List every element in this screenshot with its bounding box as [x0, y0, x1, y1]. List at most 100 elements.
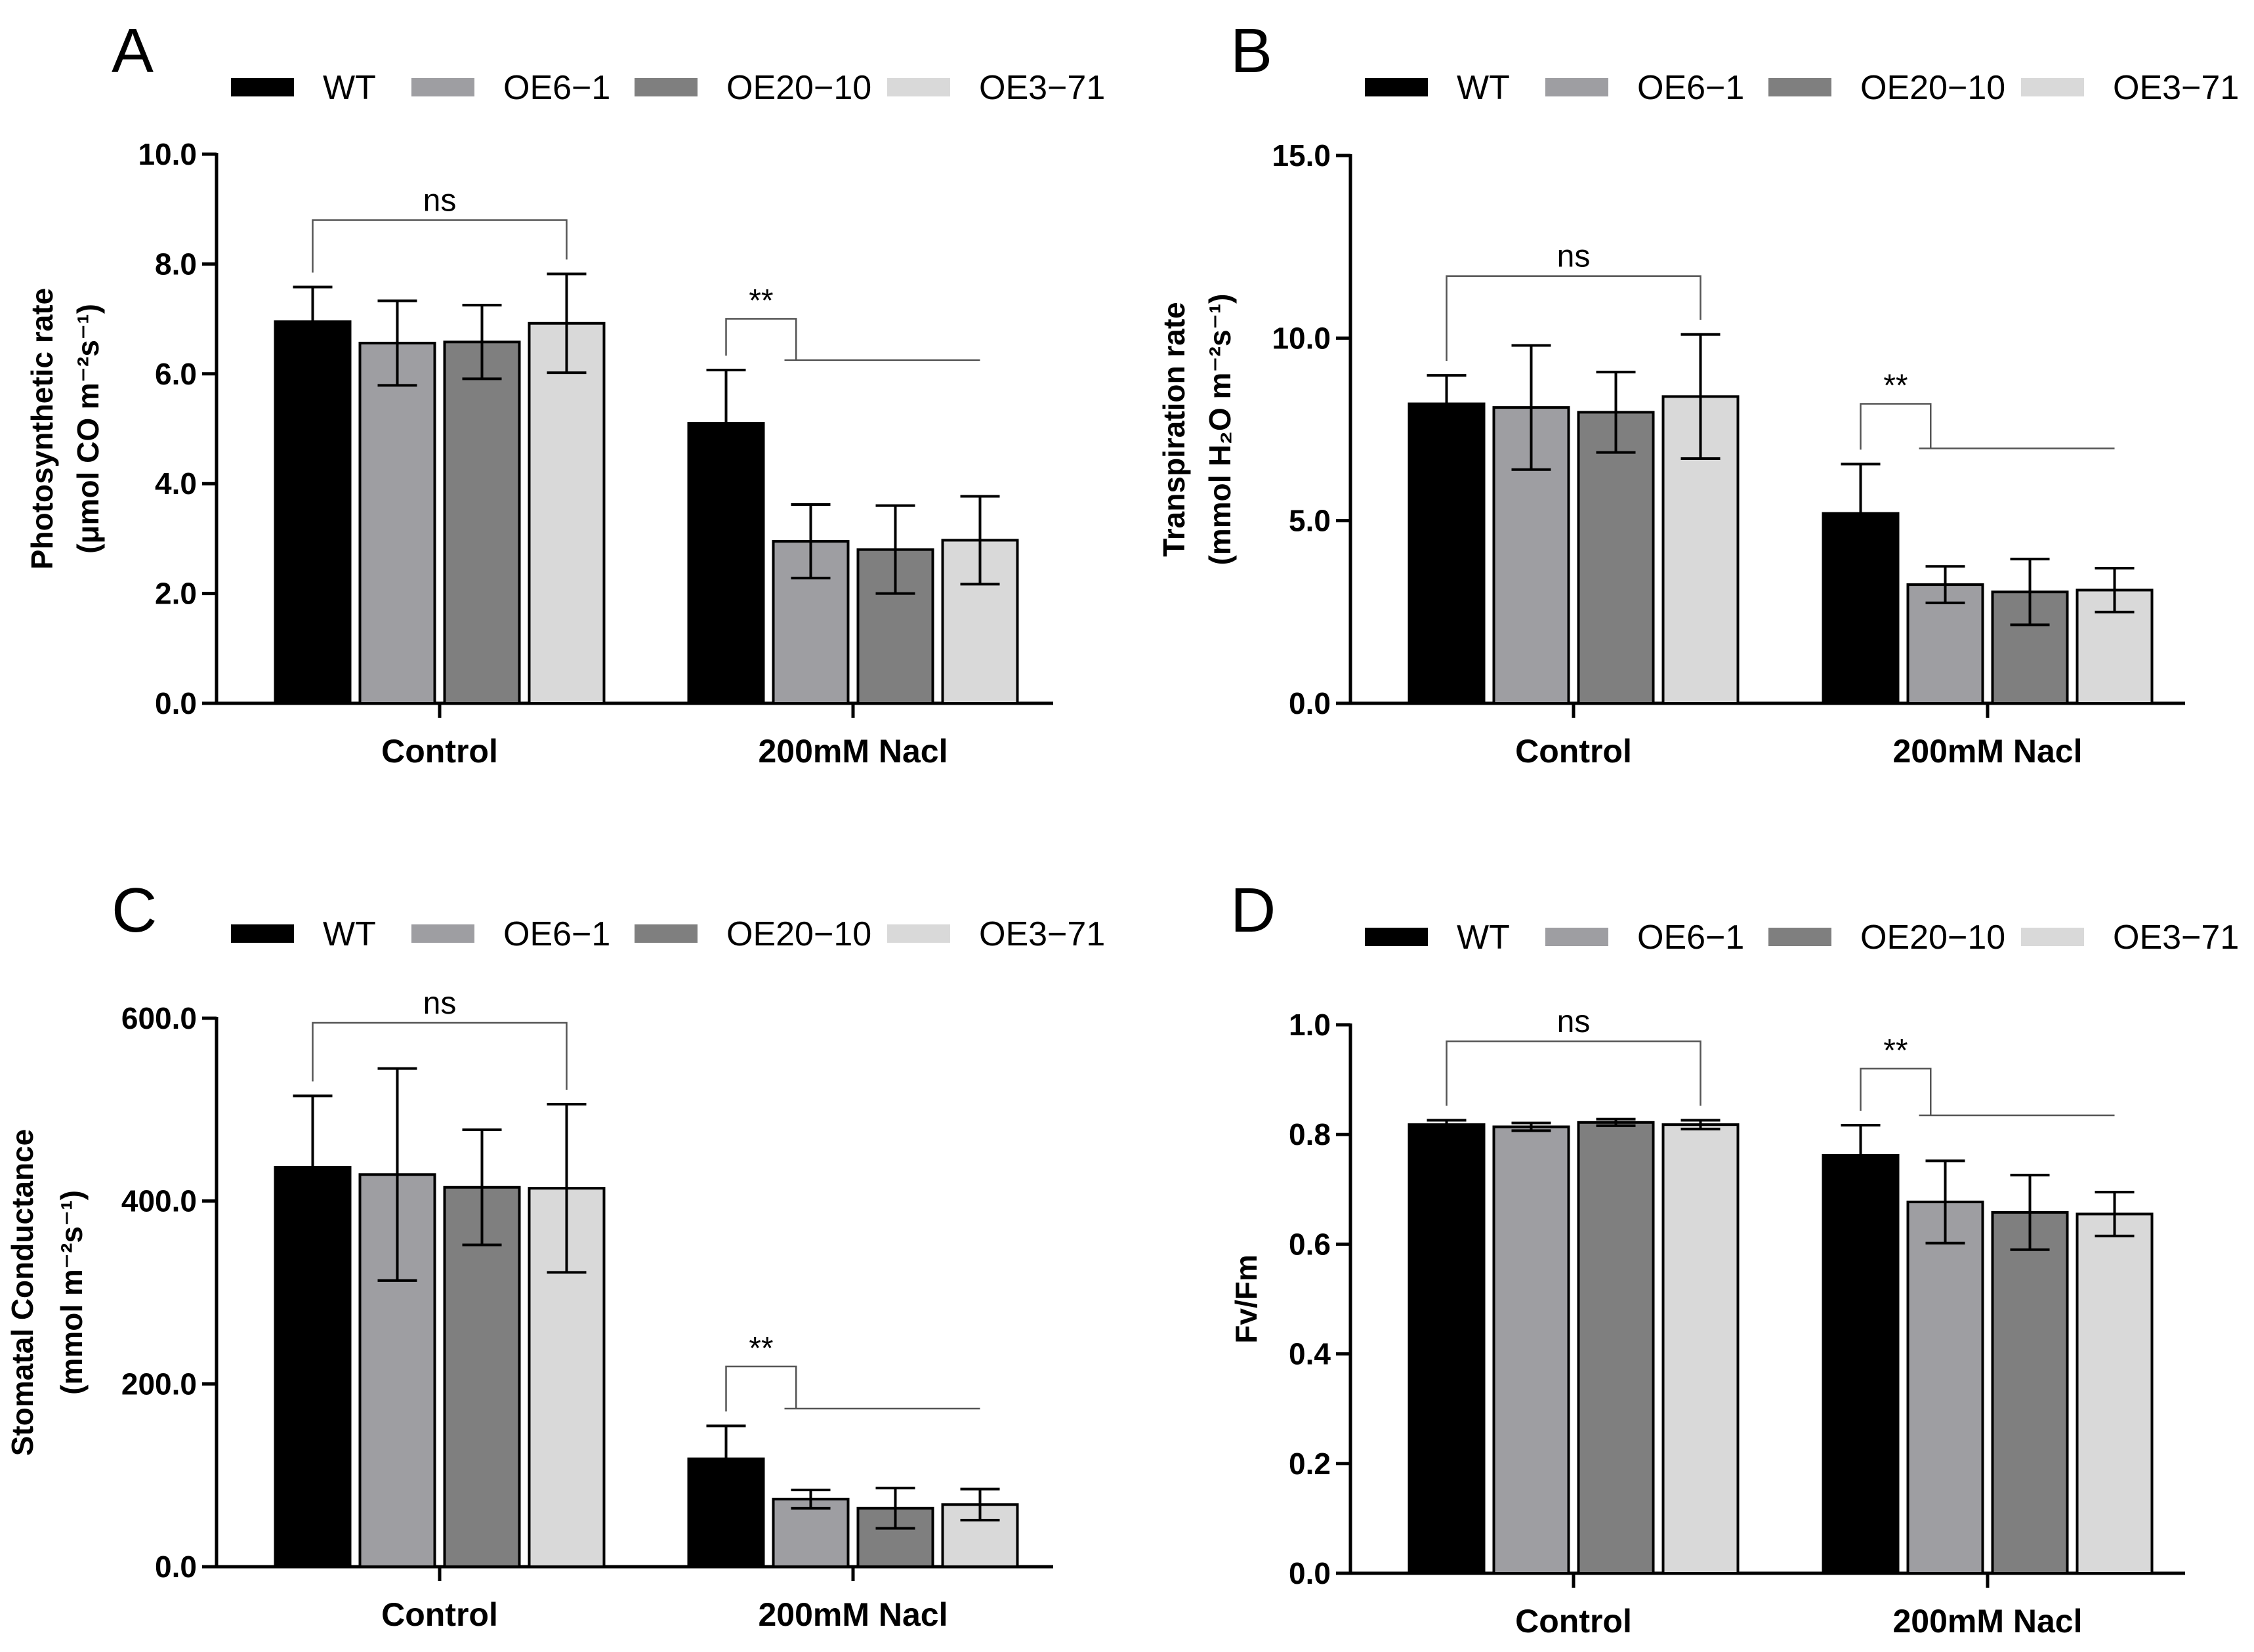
significance-bracket: [312, 1022, 568, 1090]
y-tick-label: 0.8: [1289, 1117, 1331, 1151]
y-axis-label: Fv/Fm: [1229, 1254, 1263, 1343]
legend-label: WT: [323, 69, 376, 107]
legend-label: WT: [1457, 919, 1510, 957]
significance-label: ns: [423, 183, 457, 218]
y-tick-label: 1.0: [1289, 1008, 1331, 1042]
panel-letter: C: [112, 875, 157, 945]
significance-label: **: [1883, 1033, 1908, 1068]
y-tick-label: 8.0: [155, 247, 197, 281]
bar-wt: [687, 422, 765, 705]
legend-swatch: [231, 924, 294, 943]
y-tick-label: 600.0: [121, 1001, 197, 1035]
panel-letter: B: [1230, 16, 1272, 86]
legend-label: OE3−71: [2113, 919, 2239, 957]
legend-swatch: [1365, 928, 1428, 946]
legend-label: OE3−71: [2113, 69, 2239, 107]
bar-wt: [274, 320, 352, 705]
significance-label: **: [1883, 369, 1908, 403]
y-axis-label: (mmol H₂O m⁻²s⁻¹): [1203, 294, 1237, 566]
significance-label: **: [749, 1331, 773, 1366]
bar-oe6−1: [358, 341, 436, 705]
panel-b: B WT OE6−1 OE20−10 OE3−71 0.0 5.0 10.0 15.0 Contr…: [1157, 16, 2239, 770]
legend-swatch: [1545, 78, 1608, 96]
legend-label: OE6−1: [503, 69, 610, 107]
legend-swatch: [231, 78, 294, 96]
y-tick-label: 15.0: [1272, 138, 1331, 173]
x-category-label: 200mM Nacl: [758, 1596, 948, 1633]
panel-letter: A: [112, 16, 154, 86]
legend-swatch: [887, 78, 950, 96]
bar-oe3−71: [528, 321, 606, 705]
x-category-label: Control: [1515, 733, 1632, 770]
significance-bracket: [1860, 1067, 1932, 1115]
bar-oe6−1: [1906, 1201, 1984, 1575]
legend-label: OE3−71: [979, 915, 1105, 953]
panel-d: D WT OE6−1 OE20−10 OE3−71 0.0 0.2 0.4 0.6 0.8 1.0 C…: [1229, 875, 2239, 1640]
legend-swatch: [411, 78, 474, 96]
legend-swatch: [887, 924, 950, 943]
significance-bracket: [725, 318, 797, 360]
significance-bracket: [312, 219, 568, 273]
legend-swatch: [1365, 78, 1428, 96]
bar-oe20−10: [1991, 1210, 2069, 1575]
y-axis-label: (mmol m⁻²s⁻¹): [54, 1190, 89, 1395]
legend-swatch: [1545, 928, 1608, 946]
bar-wt: [1408, 402, 1486, 705]
y-tick-label: 0.6: [1289, 1227, 1331, 1261]
bar-oe6−1: [1492, 1125, 1570, 1575]
y-tick-label: 0.0: [155, 686, 197, 720]
bar-oe20−10: [1577, 1121, 1655, 1575]
legend-label: OE6−1: [1637, 919, 1744, 957]
x-category-label: Control: [381, 1596, 498, 1633]
bar-oe3−71: [1661, 1123, 1740, 1575]
legend-swatch: [1768, 78, 1831, 96]
legend-label: OE20−10: [726, 69, 871, 107]
bar-oe6−1: [1906, 583, 1984, 705]
y-tick-label: 2.0: [155, 577, 197, 611]
significance-bracket: [725, 1365, 797, 1412]
x-category-label: 200mM Nacl: [1892, 1603, 2082, 1640]
legend-label: OE6−1: [1637, 69, 1744, 107]
y-tick-label: 0.0: [155, 1550, 197, 1584]
x-category-label: 200mM Nacl: [758, 733, 948, 770]
bar-wt: [1822, 1153, 1900, 1575]
bar-wt: [1408, 1123, 1486, 1575]
y-tick-label: 0.0: [1289, 1556, 1331, 1590]
legend-label: OE20−10: [1860, 69, 2005, 107]
legend-swatch: [2021, 78, 2084, 96]
y-axis-label: Transpiration rate: [1157, 302, 1191, 557]
y-tick-label: 0.0: [1289, 686, 1331, 720]
y-tick-label: 0.2: [1289, 1447, 1331, 1481]
y-tick-label: 4.0: [155, 466, 197, 501]
legend-swatch: [1768, 928, 1831, 946]
legend-label: WT: [1457, 69, 1510, 107]
y-tick-label: 400.0: [121, 1184, 197, 1218]
legend-label: OE6−1: [503, 915, 610, 953]
legend-label: OE20−10: [726, 915, 871, 953]
legend-label: OE3−71: [979, 69, 1105, 107]
significance-label: ns: [423, 986, 457, 1021]
y-axis-label: Photosynthetic rate: [25, 288, 59, 569]
y-axis-label: (μmol CO m⁻²s⁻¹): [71, 304, 105, 554]
x-category-label: Control: [381, 733, 498, 770]
panel-letter: D: [1230, 875, 1276, 945]
y-axis-label: Stomatal Conductance: [5, 1129, 39, 1456]
bar-oe3−71: [941, 1503, 1019, 1569]
bar-oe3−71: [2076, 1212, 2154, 1575]
panel-c: C WT OE6−1 OE20−10 OE3−71 0.0 200.0 400.0 600.0 C…: [5, 875, 1105, 1633]
y-tick-label: 0.4: [1289, 1337, 1331, 1371]
panel-a: A WT OE6−1 OE20−10 OE3−71 0.0 2.0 4.0 6.0 8.0 10.0…: [25, 16, 1105, 770]
y-tick-label: 6.0: [155, 357, 197, 391]
legend-label: WT: [323, 915, 376, 953]
legend-swatch: [635, 78, 698, 96]
significance-bracket: [1446, 1040, 1701, 1106]
significance-label: **: [749, 283, 773, 318]
x-category-label: 200mM Nacl: [1892, 733, 2082, 770]
significance-bracket: [1860, 403, 1932, 450]
x-category-label: Control: [1515, 1603, 1632, 1640]
legend-label: OE20−10: [1860, 919, 2005, 957]
y-tick-label: 10.0: [1272, 321, 1331, 355]
y-tick-label: 200.0: [121, 1367, 197, 1401]
y-tick-label: 10.0: [138, 137, 197, 171]
